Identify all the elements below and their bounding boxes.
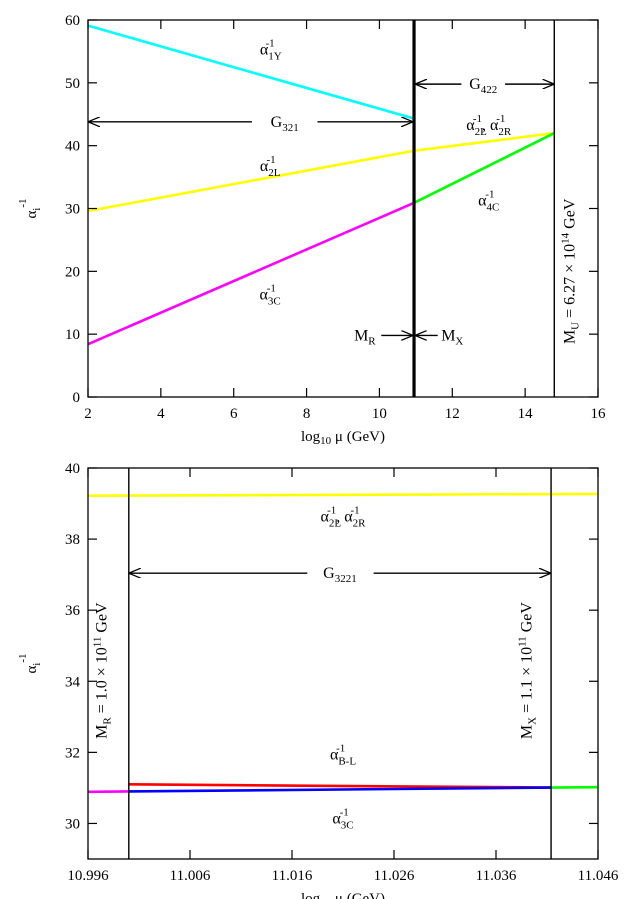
y-tick-label: 30	[65, 816, 80, 832]
y-tick-label: 32	[65, 745, 80, 761]
x-tick-label: 11.036	[476, 868, 517, 884]
series-line-2	[87, 149, 415, 213]
label-alpha-4c: α4C-1	[478, 188, 499, 213]
label-mx-scale: MX = 1.1 × 1011 GeV	[517, 602, 539, 739]
series-line-1	[87, 24, 415, 120]
bottom-chart-threshold-lines	[128, 468, 552, 859]
series-line-4	[128, 786, 552, 793]
label-alpha-2l-2r-bottom: α2L-1, α2R-1	[320, 504, 366, 529]
y-tick-label: 30	[65, 202, 80, 218]
label-g321: G321	[271, 114, 299, 134]
x-tick-label: 11.046	[578, 868, 619, 884]
x-tick-label: 10.996	[67, 868, 109, 884]
y-tick-label: 36	[65, 603, 81, 619]
top-chart-threshold-lines	[412, 20, 555, 397]
label-alpha-2l-2r: α2L-1, α2R-1	[466, 113, 512, 138]
label-alpha-bl: αB-L-1	[330, 742, 356, 767]
series-line-1	[87, 492, 599, 498]
x-tick-label: 10	[372, 406, 387, 422]
label-mx: MX	[441, 327, 463, 347]
series-line-3	[87, 201, 415, 346]
x-tick-label: 14	[518, 406, 534, 422]
top-chart-frame	[87, 19, 599, 398]
x-tick-label: 2	[84, 406, 92, 422]
bottom-chart-x-axis-label: log10 μ (GeV)	[301, 891, 385, 899]
y-tick-label: 40	[65, 461, 80, 477]
label-mr-scale: MR = 1.0 × 1011 GeV	[91, 602, 113, 739]
label-mu-scale: MU = 6.27 × 1014 GeV	[559, 198, 581, 344]
x-tick-label: 6	[230, 406, 238, 422]
label-mr: MR	[354, 327, 376, 347]
bottom-chart-frame	[87, 467, 599, 860]
label-g3221: G3221	[323, 565, 357, 585]
top-chart-x-axis-label: log10 μ (GeV)	[301, 429, 385, 447]
x-tick-label: 16	[591, 406, 607, 422]
y-tick-label: 40	[65, 139, 80, 155]
x-tick-label: 12	[445, 406, 460, 422]
bottom-chart-x-ticks: 10.996 11.006 11.016 11.026 11.036 11.046	[67, 468, 619, 884]
top-chart-y-ticks: 0 10 20 30 40 50 60	[65, 13, 598, 406]
series-line-4	[413, 131, 555, 152]
y-tick-label: 60	[65, 13, 80, 29]
bottom-chart-curves	[87, 492, 599, 794]
y-tick-label: 20	[65, 264, 80, 280]
top-chart-x-ticks: 2 4 6 8 10 12 14 16	[84, 20, 606, 422]
bottom-chart-y-axis-label: αi-1	[17, 653, 43, 673]
y-tick-label: 0	[73, 390, 81, 406]
label-alpha-1y: α1Y-1	[260, 38, 282, 63]
x-tick-label: 8	[303, 406, 311, 422]
x-tick-label: 4	[157, 406, 165, 422]
bottom-chart: 10.996 11.006 11.016 11.026 11.036 11.046 303…	[17, 461, 619, 899]
x-tick-label: 11.016	[272, 868, 313, 884]
y-tick-label: 10	[65, 327, 80, 343]
top-chart-arrows	[89, 84, 553, 335]
top-chart-y-axis-label: αi-1	[17, 198, 43, 218]
x-tick-label: 11.006	[170, 868, 211, 884]
top-chart-curves	[87, 24, 555, 346]
label-alpha-2l: α2L-1	[260, 154, 281, 179]
bottom-chart-y-ticks: 30 32 34 36 38 40	[65, 461, 598, 832]
top-chart: 2 4 6 8 10 12 14 16 0 10 20 30 40 50 60 log10 μ (GeV)…	[17, 13, 606, 447]
label-g422: G422	[469, 76, 497, 96]
label-alpha-3c-bottom: α3C-1	[332, 806, 353, 831]
label-alpha-3c: α3C-1	[260, 283, 281, 308]
series-line-5	[413, 131, 555, 205]
x-tick-label: 11.026	[374, 868, 415, 884]
y-tick-label: 38	[65, 532, 80, 548]
y-tick-label: 50	[65, 76, 80, 92]
y-tick-label: 34	[65, 674, 81, 690]
